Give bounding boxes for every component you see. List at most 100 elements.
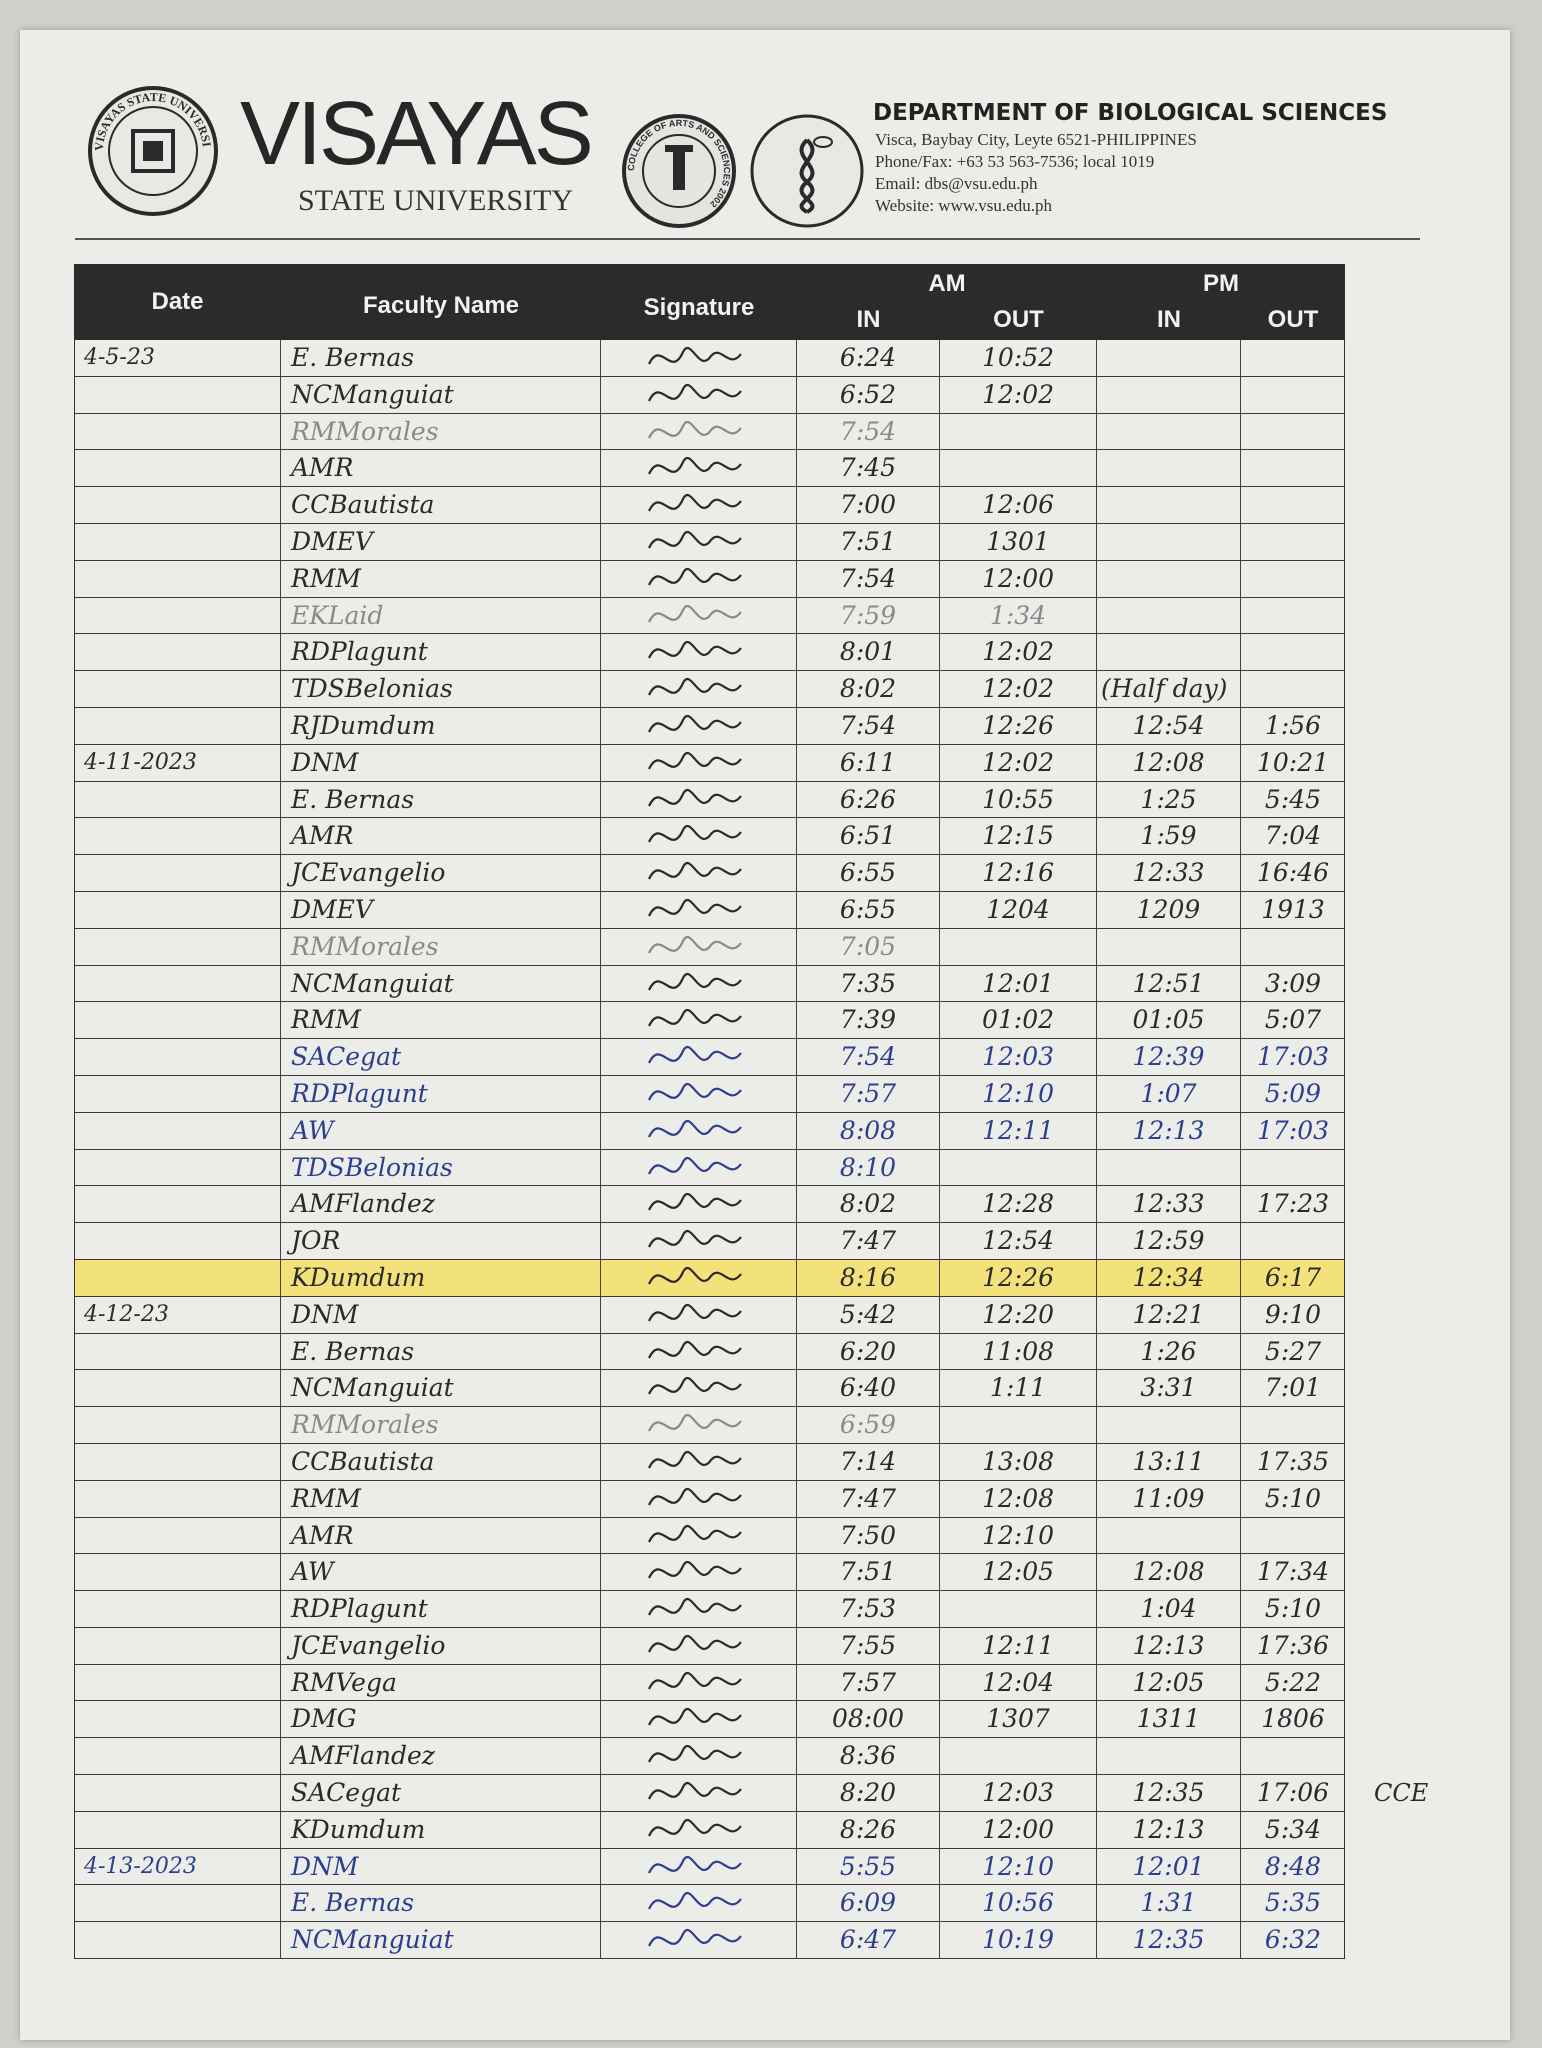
- am-in-cell: 5:55: [797, 1848, 940, 1885]
- pm-out-cell: [1241, 450, 1345, 486]
- pm-in-cell: [1097, 560, 1241, 597]
- signature-cell: [601, 376, 797, 413]
- date-cell: [74, 1039, 281, 1075]
- pm-in-cell: 1209: [1097, 891, 1241, 928]
- handwritten-signature: [648, 531, 742, 549]
- table-row: RMM 7:54 12:00: [74, 560, 1345, 598]
- pm-out-cell: 5:35: [1264, 1888, 1322, 1918]
- am-out-cell: [940, 928, 1097, 965]
- table-row: AMFlandez 8:02 12:28 12:33 17:23: [74, 1186, 1345, 1224]
- signature-cell: [601, 1922, 797, 1959]
- faculty-name-cell: DMG: [281, 1701, 601, 1738]
- handwritten-signature: [648, 862, 742, 880]
- date-cell: [74, 781, 281, 818]
- am-out-cell: 12:06: [940, 487, 1097, 523]
- table-row: NCManguiat 6:52 12:02: [74, 376, 1345, 414]
- date-cell: [74, 855, 281, 891]
- am-out-cell: 12:05: [940, 1554, 1097, 1591]
- date-cell: [74, 1443, 281, 1480]
- pm-out-cell: [1241, 377, 1345, 413]
- pm-in-cell: 12:33: [1097, 1186, 1241, 1223]
- faculty-name-cell: NCManguiat: [281, 376, 601, 413]
- table-row-highlighted: KDumdum 8:16 12:26 12:34 6:17: [74, 1259, 1345, 1297]
- table-row: AMFlandez 8:36: [74, 1738, 1345, 1776]
- am-out-cell: 10:55: [940, 781, 1097, 818]
- table-row: RJDumdum 7:54 12:26 12:54 1:56: [74, 707, 1345, 745]
- am-out-cell: 12:10: [940, 1848, 1097, 1885]
- attendance-sheet: [20, 30, 1510, 2040]
- table-row: AMR 6:51 12:15 1:59 7:04: [74, 818, 1345, 856]
- pm-in-cell: 12:34: [1097, 1259, 1241, 1296]
- am-out-cell: 12:03: [940, 1775, 1097, 1811]
- pm-in-cell: [1097, 597, 1241, 634]
- faculty-name-cell: RMM: [281, 1002, 601, 1039]
- handwritten-signature: [648, 1193, 742, 1211]
- pm-out-cell: [1241, 671, 1345, 707]
- date-cell: 4-12-23: [74, 1296, 281, 1333]
- handwritten-signature: [648, 1561, 742, 1579]
- brand-name: VISAYAS: [240, 84, 594, 184]
- pm-in-cell: [1097, 523, 1241, 560]
- am-out-cell: 12:01: [940, 965, 1097, 1002]
- signature-cell: [601, 340, 797, 376]
- signature-cell: [601, 1259, 797, 1296]
- faculty-name-cell: CCBautista: [281, 1443, 601, 1480]
- am-out-cell: 12:02: [940, 634, 1097, 671]
- handwritten-signature: [648, 825, 742, 843]
- am-in-cell: 7:39: [797, 1002, 940, 1039]
- signature-cell: [601, 597, 797, 634]
- table-row: CCBautista 7:14 13:08 13:11 17:35: [74, 1443, 1345, 1481]
- signature-cell: [601, 1223, 797, 1259]
- table-row: DMEV 7:51 1301: [74, 523, 1345, 561]
- col-am-out: OUT: [993, 306, 1044, 333]
- department-phone: Phone/Fax: +63 53 563-7536; local 1019: [875, 152, 1155, 171]
- am-in-cell: 8:20: [797, 1775, 940, 1811]
- signature-cell: [601, 1002, 797, 1039]
- pm-in-cell: 1:31: [1097, 1885, 1241, 1922]
- signature-cell: [601, 1517, 797, 1554]
- am-in-cell: 7:50: [797, 1517, 940, 1554]
- am-in-cell: 5:42: [797, 1296, 940, 1333]
- faculty-name-cell: E. Bernas: [281, 340, 601, 376]
- date-cell: [74, 413, 281, 450]
- am-in-cell: 7:47: [797, 1480, 940, 1517]
- am-out-cell: 10:56: [940, 1885, 1097, 1922]
- pm-in-cell: [1097, 634, 1241, 671]
- signature-cell: [601, 1039, 797, 1075]
- faculty-name-cell: AW: [281, 1554, 601, 1591]
- faculty-name-cell: DMEV: [281, 523, 601, 560]
- am-out-cell: 12:00: [940, 1811, 1097, 1848]
- am-in-cell: 8:36: [797, 1738, 940, 1775]
- am-out-cell: 12:16: [940, 855, 1097, 891]
- signature-cell: [601, 1149, 797, 1186]
- table-row: JCEvangelio 7:55 12:11 12:13 17:36: [74, 1627, 1345, 1665]
- am-out-cell: 12:28: [940, 1186, 1097, 1223]
- am-out-cell: 12:04: [940, 1664, 1097, 1701]
- pm-out-cell: 17:03: [1256, 1115, 1330, 1145]
- handwritten-signature: [648, 1929, 742, 1947]
- pm-in-cell: 12:35: [1097, 1775, 1241, 1811]
- faculty-name-cell: RMVega: [281, 1664, 601, 1701]
- date-cell: 4-13-2023: [74, 1848, 281, 1885]
- pm-in-cell: [1097, 340, 1241, 376]
- am-out-cell: 10:19: [940, 1922, 1097, 1959]
- handwritten-signature: [648, 1855, 742, 1874]
- handwritten-signature: [648, 1119, 742, 1138]
- handwritten-signature: [648, 420, 742, 439]
- am-in-cell: 7:47: [797, 1223, 940, 1259]
- signature-cell: [601, 965, 797, 1002]
- signature-cell: [601, 1296, 797, 1333]
- handwritten-signature: [648, 567, 742, 586]
- faculty-name-cell: RMMorales: [281, 928, 601, 965]
- date-cell: [74, 1591, 281, 1627]
- pm-out-cell: [1241, 1738, 1345, 1774]
- handwritten-signature: [648, 1598, 742, 1616]
- pm-out-cell: [1241, 414, 1345, 450]
- date-cell: [74, 1186, 281, 1223]
- pm-out-cell: 6:32: [1264, 1925, 1322, 1955]
- date-cell: [74, 1223, 281, 1259]
- pm-out-cell: 17:23: [1256, 1189, 1330, 1219]
- am-out-cell: 12:26: [940, 707, 1097, 744]
- faculty-name-cell: SACegat: [281, 1039, 601, 1075]
- am-out-cell: 1204: [940, 891, 1097, 928]
